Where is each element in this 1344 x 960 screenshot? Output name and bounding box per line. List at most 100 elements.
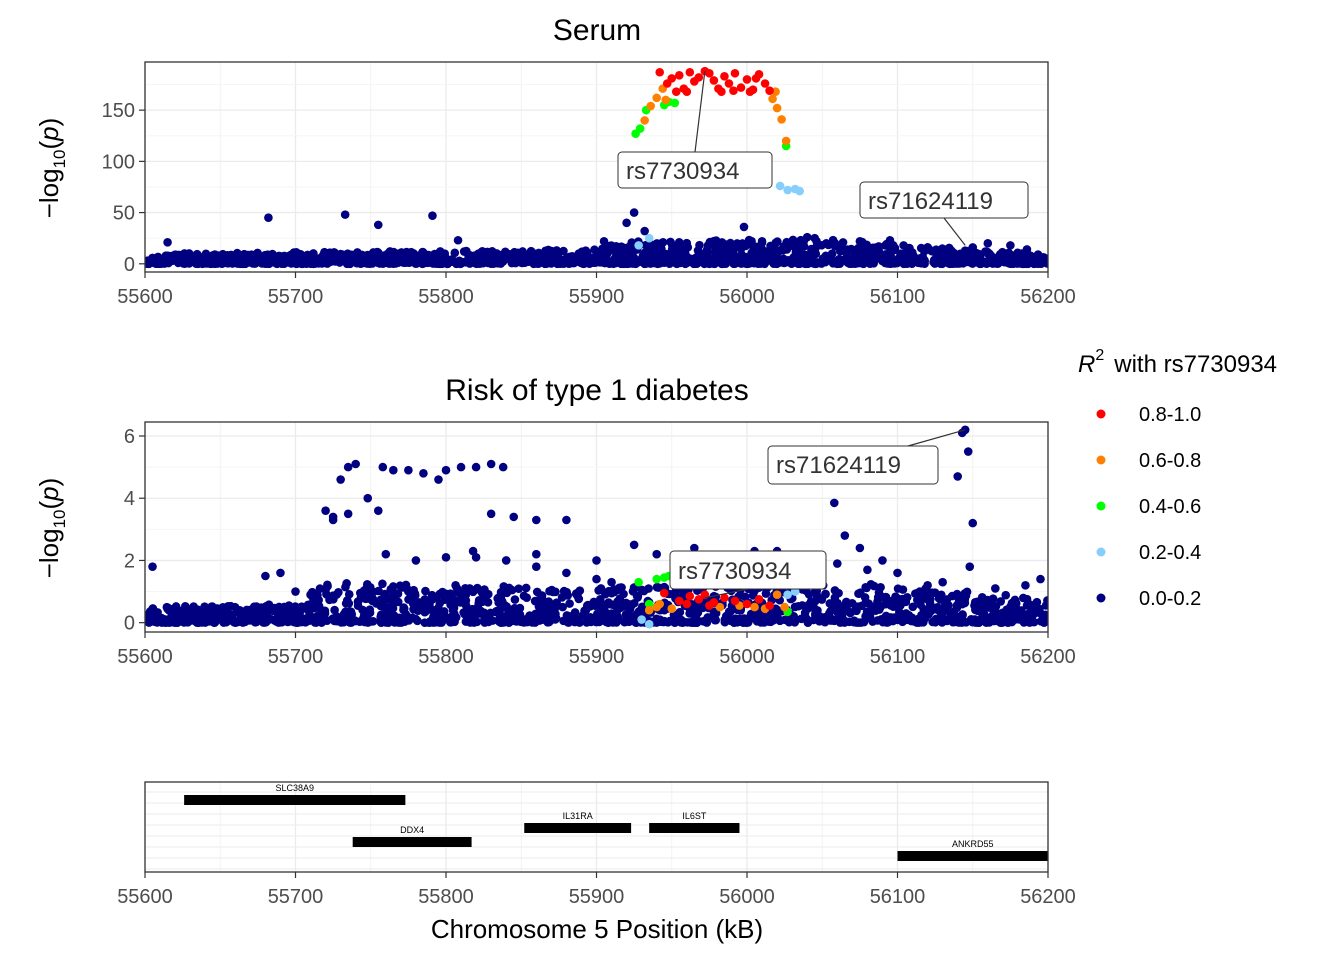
panel2-point xyxy=(411,556,421,565)
panel1-point xyxy=(777,115,786,124)
panel2-point xyxy=(930,604,940,614)
panel1-point xyxy=(593,247,602,257)
panel2-point xyxy=(1027,603,1037,613)
panel1-point xyxy=(655,67,665,77)
panel1-point xyxy=(953,258,963,268)
panel2-point xyxy=(176,616,185,626)
panel1-point xyxy=(173,258,183,268)
legend-title-sup: 2 xyxy=(1095,347,1104,364)
panel2-point xyxy=(609,587,619,597)
panel1-point xyxy=(635,256,644,266)
panel2-point xyxy=(873,593,883,602)
panel2-point xyxy=(942,616,952,626)
panel2-point xyxy=(916,615,926,624)
panel1-point xyxy=(700,259,709,269)
legend-label: 0.2-0.4 xyxy=(1139,542,1201,564)
panel1-point xyxy=(775,181,785,191)
panel2-point xyxy=(682,599,692,609)
panel2-point xyxy=(404,465,413,475)
panel1-point xyxy=(855,236,865,246)
panel2-ylabel: −log10(p) xyxy=(34,478,69,579)
panel2-point xyxy=(720,615,730,625)
panel2-point xyxy=(690,543,699,553)
panel2-point xyxy=(180,602,190,611)
panel2-point xyxy=(519,591,529,601)
panel1-point xyxy=(724,79,734,88)
panel1-point xyxy=(369,249,378,259)
panel2-point xyxy=(835,618,845,627)
panel2-point xyxy=(405,594,415,603)
panel2-point xyxy=(652,549,661,559)
panel1-point xyxy=(483,257,493,267)
panel2-point xyxy=(499,582,509,591)
panel1-point xyxy=(644,233,654,243)
panel1-point xyxy=(798,258,808,268)
panel1-point xyxy=(394,249,403,259)
panel2-point xyxy=(1032,597,1042,607)
panel2-point xyxy=(575,618,584,627)
panel1-point xyxy=(773,237,782,246)
panel2-point xyxy=(637,615,646,624)
panel2-point xyxy=(583,600,593,610)
panel2-point xyxy=(931,614,941,624)
gene-label: ANKRD55 xyxy=(952,839,994,849)
panel2-point xyxy=(261,571,270,581)
panel1-point xyxy=(751,74,761,83)
gene-label: DDX4 xyxy=(400,825,424,835)
panel1-point xyxy=(721,259,731,269)
panel1-ytick-label: 0 xyxy=(124,254,135,276)
panel2-point xyxy=(471,553,481,562)
panel1-point xyxy=(730,68,740,78)
panel2-point xyxy=(291,587,300,596)
legend-items: 0.8-1.0 0.6-0.8 0.4-0.6 0.2-0.4 0.0-0.2 xyxy=(1096,404,1201,610)
panel2-point xyxy=(262,601,271,611)
gene-bar xyxy=(524,823,632,833)
panel2-point xyxy=(1001,590,1011,600)
panel1-point xyxy=(667,247,677,257)
panel2-point xyxy=(1036,574,1045,584)
panel2-point xyxy=(541,605,551,614)
panel1-point xyxy=(777,256,787,265)
panel2-point xyxy=(893,568,902,578)
panel2-point xyxy=(1028,617,1038,627)
panel2-point xyxy=(393,589,403,599)
panel1-annotation-leader xyxy=(694,71,706,153)
panel2-point xyxy=(498,462,508,472)
panel2-point xyxy=(908,602,918,612)
panel1-annotation-label: rs71624119 xyxy=(868,188,993,215)
panel2-point xyxy=(473,583,482,593)
panel1-point xyxy=(619,243,628,253)
panel2-point xyxy=(551,609,560,619)
panel2-point xyxy=(381,618,391,627)
panel1-point xyxy=(640,116,649,125)
panel1-point xyxy=(640,226,649,236)
panel1-point xyxy=(874,253,884,263)
panel1-point xyxy=(625,250,634,260)
panel1-point xyxy=(783,185,792,195)
panel2-point xyxy=(898,585,908,594)
panel2-point xyxy=(388,603,398,613)
panel1-point xyxy=(749,258,759,268)
panel2-point xyxy=(968,518,978,528)
legend-swatch xyxy=(1096,593,1106,603)
panel2-point xyxy=(960,598,970,608)
panel2-annotation-label: rs71624119 xyxy=(776,452,901,479)
panel2-xtick-label: 56000 xyxy=(719,646,775,668)
panel1-point xyxy=(600,258,610,268)
panel1-point xyxy=(970,257,980,266)
panel1-point xyxy=(320,247,329,257)
panel2-point xyxy=(363,493,373,503)
panel2-point xyxy=(652,614,661,624)
panel1-xtick-label: 55600 xyxy=(117,286,173,308)
panel2-point xyxy=(427,590,437,600)
panel1-point xyxy=(318,258,327,267)
panel2-point xyxy=(833,559,842,568)
panel1-point xyxy=(935,256,945,265)
panel2-point xyxy=(644,599,654,609)
panel2-plot: 55600 55700 55800 55900 56000 56100 56200 0 2 4 6 r… xyxy=(117,421,1076,668)
panel2-point xyxy=(390,618,399,627)
panel1-point xyxy=(325,254,335,263)
panel1-point xyxy=(703,248,712,257)
panel2-point xyxy=(441,465,451,475)
panel1-point xyxy=(769,253,779,263)
